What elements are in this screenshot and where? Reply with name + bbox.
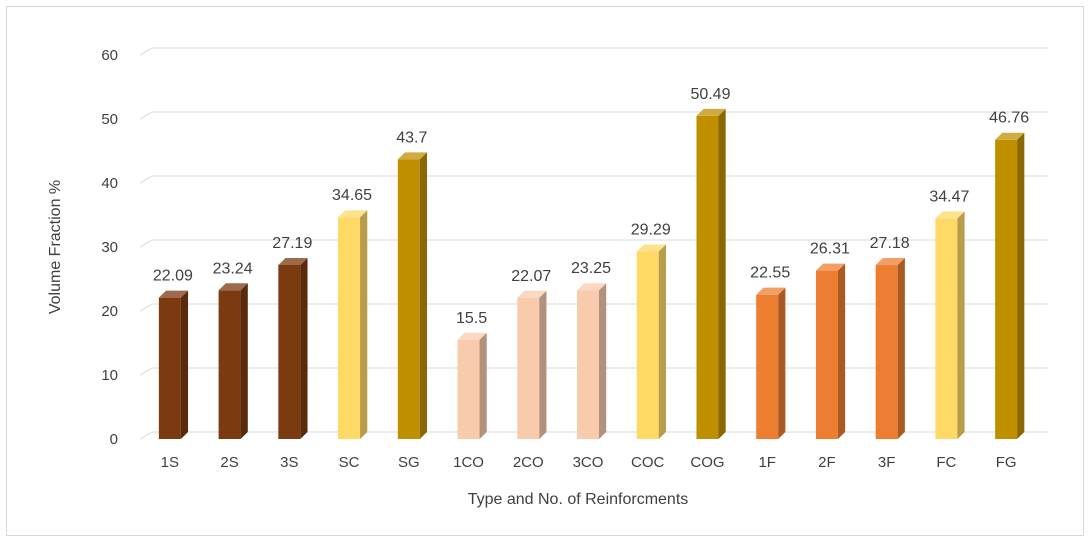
data-label-1S: 22.09 xyxy=(153,268,193,285)
y-tick-label: 40 xyxy=(101,175,118,192)
x-tick-label-FG: FG xyxy=(996,454,1017,471)
data-label-SC: 34.65 xyxy=(332,187,372,204)
x-tick-label-COC: COC xyxy=(631,454,665,471)
y-tick-labels: 0 10 20 30 40 50 60 xyxy=(101,47,118,448)
bar-2S xyxy=(218,283,248,439)
data-label-2S: 23.24 xyxy=(213,260,253,277)
gridline xyxy=(139,175,1048,184)
data-label-FC: 34.47 xyxy=(929,188,969,205)
gridline xyxy=(139,367,1048,376)
bar-2CO xyxy=(517,290,547,439)
bar-SG xyxy=(397,152,427,439)
data-label-2CO: 22.07 xyxy=(511,268,551,285)
y-tick-label: 0 xyxy=(110,431,118,448)
data-label-3F: 27.18 xyxy=(870,235,910,252)
bar-3F xyxy=(875,258,905,439)
bar-1CO xyxy=(457,332,487,439)
x-tick-label-SG: SG xyxy=(398,454,420,471)
gridline xyxy=(139,239,1048,248)
gridline xyxy=(139,47,1048,56)
data-label-SG: 43.7 xyxy=(396,129,427,146)
y-tick-label: 30 xyxy=(101,239,118,256)
data-label-2F: 26.31 xyxy=(810,241,850,258)
x-tick-label-1CO: 1CO xyxy=(453,454,484,471)
gridline xyxy=(139,303,1048,312)
bar-SC xyxy=(338,210,368,439)
x-tick-label-2S: 2S xyxy=(220,454,238,471)
bar-FG xyxy=(995,132,1025,439)
y-tick-label: 10 xyxy=(101,367,118,384)
data-label-COG: 50.49 xyxy=(690,86,730,103)
bar-COG xyxy=(696,108,726,439)
x-tick-label-3F: 3F xyxy=(878,454,896,471)
y-axis-title: Volume Fraction % xyxy=(47,180,64,314)
bar-1S xyxy=(158,290,189,439)
x-tick-label-3CO: 3CO xyxy=(573,454,604,471)
bar-3CO xyxy=(577,283,607,439)
x-tick-label-1S: 1S xyxy=(161,454,179,471)
x-axis-title: Type and No. of Reinforcments xyxy=(468,491,689,508)
x-tick-label-FC: FC xyxy=(936,454,956,471)
gridline xyxy=(139,111,1048,120)
bar-3S xyxy=(278,257,308,439)
x-tick-label-3S: 3S xyxy=(280,454,298,471)
bar-2F xyxy=(815,263,846,439)
x-tick-label-2CO: 2CO xyxy=(513,454,544,471)
y-tick-label: 60 xyxy=(101,47,118,64)
data-labels: 22.09 23.24 27.19 34.65 43.7 15.5 22.07 23.25 29… xyxy=(153,86,1029,327)
bar-1F xyxy=(756,287,786,439)
y-tick-label: 20 xyxy=(101,303,118,320)
x-tick-label-COG: COG xyxy=(690,454,724,471)
data-label-3CO: 23.25 xyxy=(571,260,611,277)
gridline xyxy=(139,431,1048,440)
x-tick-label-1F: 1F xyxy=(758,454,776,471)
gridlines xyxy=(139,47,1048,440)
bar-FC xyxy=(935,211,965,439)
data-label-1CO: 15.5 xyxy=(456,310,487,327)
bars xyxy=(158,108,1025,439)
data-label-FG: 46.76 xyxy=(989,110,1029,127)
bar-COC xyxy=(636,244,666,439)
x-tick-labels: 1S 2S 3S SC SG 1CO 2CO 3CO COC COG 1F 2F 3F FC FG xyxy=(161,454,1017,471)
x-tick-label-2F: 2F xyxy=(818,454,836,471)
data-label-COC: 29.29 xyxy=(631,222,671,239)
x-tick-label-SC: SC xyxy=(339,454,360,471)
data-label-3S: 27.19 xyxy=(272,235,312,252)
y-tick-label: 50 xyxy=(101,111,118,128)
data-label-1F: 22.55 xyxy=(750,265,790,282)
